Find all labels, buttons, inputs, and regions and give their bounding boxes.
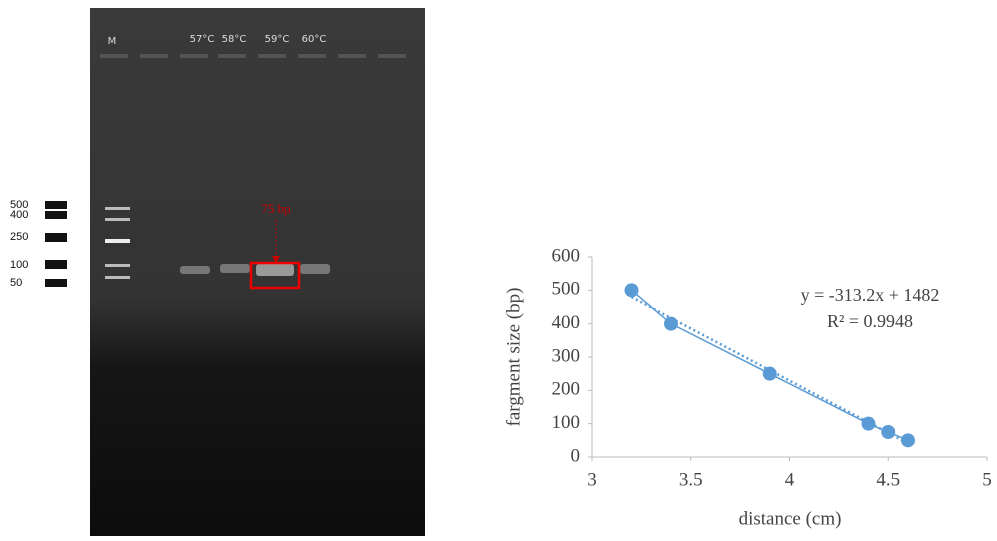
- ladder-label: 50: [10, 277, 22, 289]
- gel-ladder-bands: [105, 207, 130, 279]
- y-tick-label: 200: [552, 379, 581, 400]
- highlight-box: [249, 261, 301, 290]
- ladder-strip: [45, 201, 67, 287]
- data-point: [624, 283, 639, 298]
- y-tick-label: 0: [571, 445, 581, 466]
- x-tick-label: 3.5: [679, 469, 703, 490]
- trendline-equation: y = -313.2x + 1482: [801, 285, 940, 305]
- y-axis-label: fargment size (bp): [503, 288, 524, 427]
- chart: distance (cm) fargment size (bp) y = -31…: [503, 245, 991, 529]
- lane-label: 60°C: [302, 34, 327, 45]
- x-axis-label: distance (cm): [739, 508, 842, 529]
- ladder-label: 250: [10, 231, 28, 243]
- y-tick-label: 600: [552, 245, 581, 266]
- band-annotation: 75 bp: [261, 201, 290, 216]
- x-tick-label: 5: [982, 469, 992, 490]
- gel-sample-bands: [180, 264, 330, 276]
- lane-label: 58°C: [222, 34, 247, 45]
- x-tick-label: 4.5: [876, 469, 900, 490]
- data-point: [762, 366, 777, 381]
- data-point: [881, 425, 896, 439]
- gel-wells: [100, 54, 406, 58]
- ladder-label: 400: [10, 209, 28, 221]
- trendline-r2: R² = 0.9948: [827, 311, 913, 331]
- y-tick-label: 500: [552, 279, 581, 300]
- data-point: [901, 433, 915, 448]
- data-point: [861, 416, 876, 431]
- lane-label: 59°C: [265, 34, 290, 45]
- y-tick-label: 400: [552, 312, 581, 333]
- ladder-label: 500: [10, 199, 28, 211]
- lane-label: 57°C: [190, 34, 215, 45]
- ladder-label: 100: [10, 259, 28, 271]
- y-tick-label: 300: [552, 345, 581, 366]
- lane-label: M: [108, 36, 117, 47]
- annotation-arrowhead: [272, 256, 280, 263]
- x-tick-label: 3: [587, 469, 597, 490]
- y-tick-label: 100: [552, 412, 581, 433]
- x-tick-label: 4: [785, 469, 795, 490]
- data-point: [664, 316, 678, 331]
